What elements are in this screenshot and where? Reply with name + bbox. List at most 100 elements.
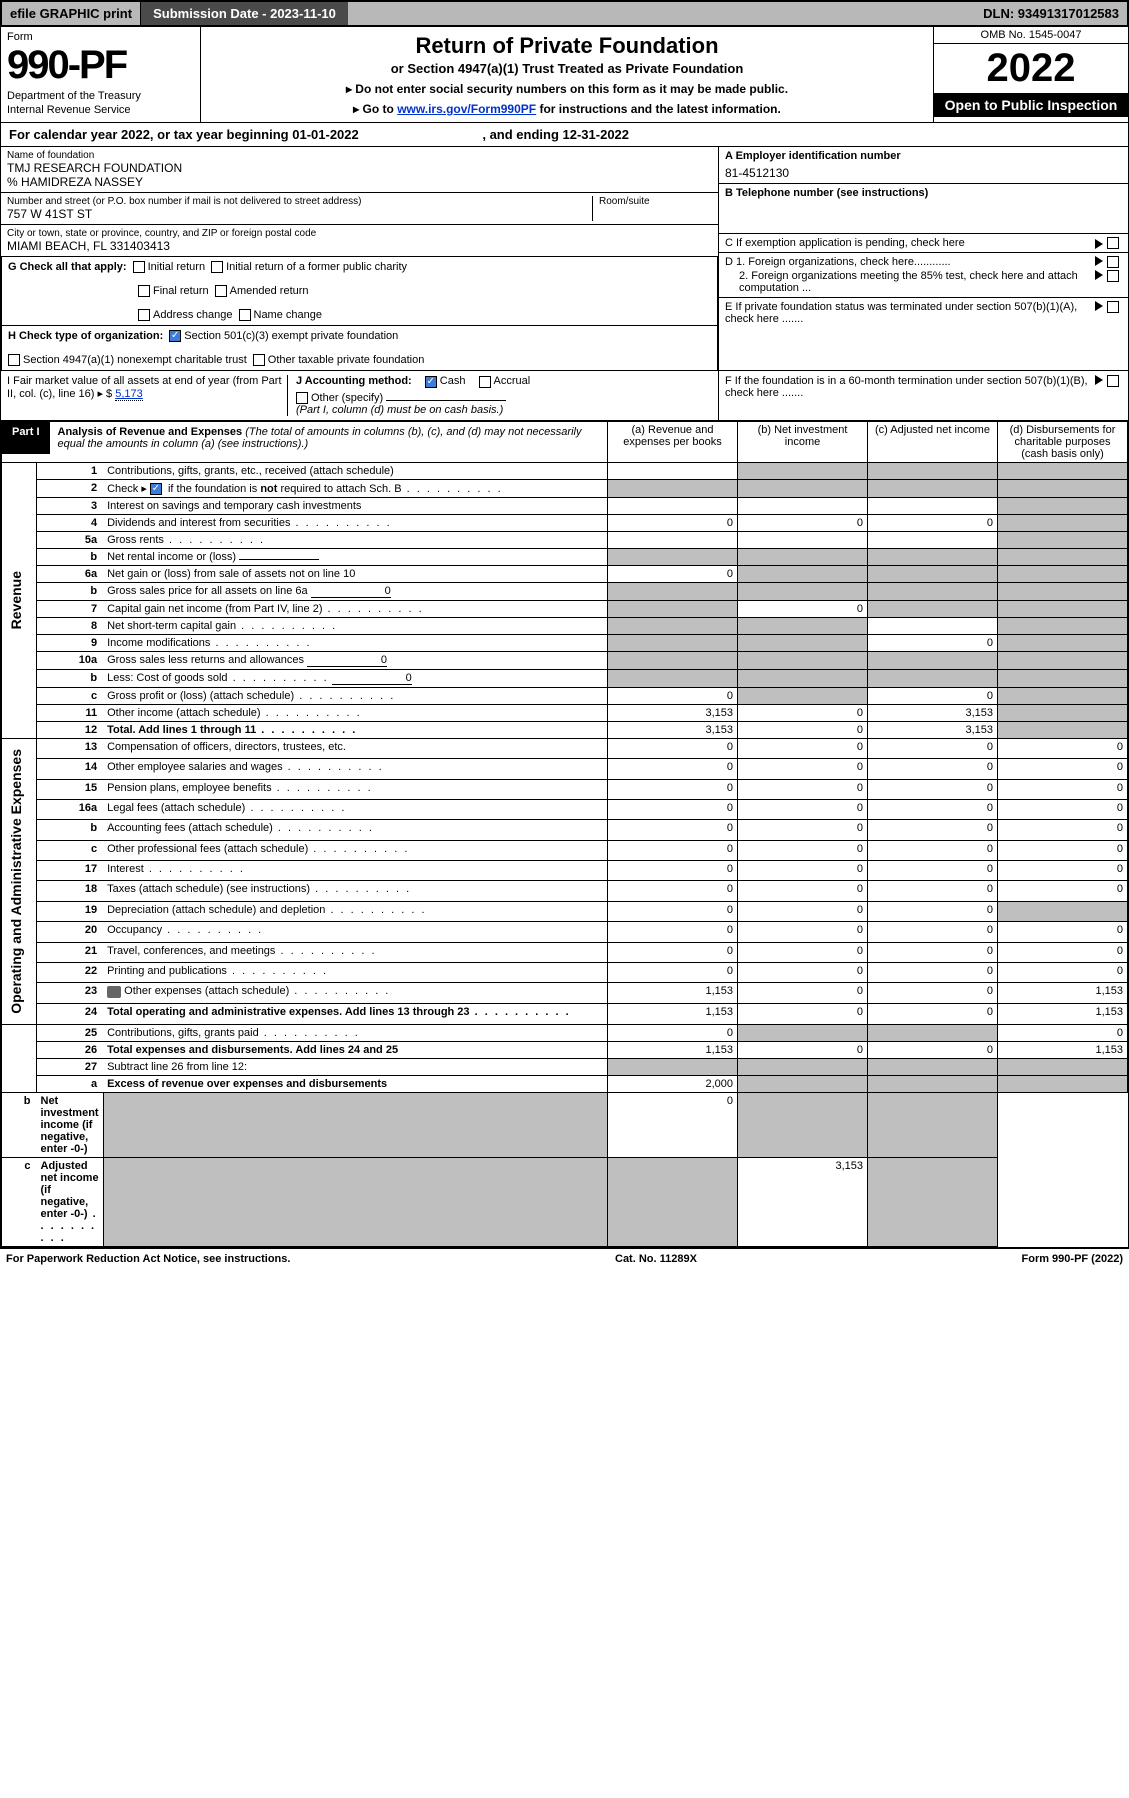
identity-block: Name of foundation TMJ RESEARCH FOUNDATI… xyxy=(0,147,1129,371)
city-label: City or town, state or province, country… xyxy=(7,228,712,239)
table-row: 24Total operating and administrative exp… xyxy=(2,1003,1128,1024)
checkbox-501c3[interactable] xyxy=(169,330,181,342)
table-row: 2Check ▸ if the foundation is not requir… xyxy=(2,479,1128,497)
city-state-zip: MIAMI BEACH, FL 331403413 xyxy=(7,239,712,253)
instructions-link[interactable]: www.irs.gov/Form990PF xyxy=(397,102,536,116)
col-c-header: (c) Adjusted net income xyxy=(868,421,998,462)
table-row: bNet rental income or (loss) xyxy=(2,548,1128,565)
checkbox-address-change[interactable] xyxy=(138,309,150,321)
name-label: Name of foundation xyxy=(7,150,712,161)
table-row: 25Contributions, gifts, grants paid00 xyxy=(2,1024,1128,1041)
checkbox-final-return[interactable] xyxy=(138,285,150,297)
checkbox-initial-return[interactable] xyxy=(133,261,145,273)
part-1-table: Part I Analysis of Revenue and Expenses … xyxy=(0,421,1129,1248)
table-row: 14Other employee salaries and wages0000 xyxy=(2,759,1128,779)
revenue-section-label: Revenue xyxy=(6,563,26,637)
table-row: 27Subtract line 26 from line 12: xyxy=(2,1058,1128,1075)
calendar-year-row: For calendar year 2022, or tax year begi… xyxy=(0,123,1129,147)
open-to-public: Open to Public Inspection xyxy=(934,93,1128,117)
footer-mid: Cat. No. 11289X xyxy=(615,1253,697,1265)
checkbox-e[interactable] xyxy=(1107,301,1119,313)
table-row: 8Net short-term capital gain xyxy=(2,617,1128,634)
page-footer: For Paperwork Reduction Act Notice, see … xyxy=(0,1248,1129,1269)
table-row: bGross sales price for all assets on lin… xyxy=(2,582,1128,600)
table-row: 17Interest0000 xyxy=(2,861,1128,881)
table-row: 15Pension plans, employee benefits0000 xyxy=(2,779,1128,799)
form-word: Form xyxy=(7,31,194,43)
ein-value: 81-4512130 xyxy=(725,166,1122,180)
ein-label: A Employer identification number xyxy=(725,150,901,162)
checkbox-f[interactable] xyxy=(1107,375,1119,387)
table-row: bNet investment income (if negative, ent… xyxy=(2,1092,1128,1157)
section-d2: 2. Foreign organizations meeting the 85%… xyxy=(725,270,1095,294)
checkbox-name-change[interactable] xyxy=(239,309,251,321)
table-row: 20Occupancy0000 xyxy=(2,922,1128,942)
form-title: Return of Private Foundation xyxy=(211,33,923,59)
schedule-icon[interactable] xyxy=(107,986,121,998)
tel-label: B Telephone number (see instructions) xyxy=(725,187,928,199)
part-1-title: Analysis of Revenue and Expenses xyxy=(58,426,243,438)
fmv-value[interactable]: 5,173 xyxy=(115,388,143,401)
table-row: 26Total expenses and disbursements. Add … xyxy=(2,1041,1128,1058)
section-e: E If private foundation status was termi… xyxy=(725,301,1095,325)
table-row: 5aGross rents xyxy=(2,531,1128,548)
table-row: 7Capital gain net income (from Part IV, … xyxy=(2,600,1128,617)
submission-date: Submission Date - 2023-11-10 xyxy=(141,2,348,25)
irs-label: Internal Revenue Service xyxy=(7,104,194,116)
table-row: 22Printing and publications0000 xyxy=(2,963,1128,983)
table-row: 6aNet gain or (loss) from sale of assets… xyxy=(2,565,1128,582)
tax-year: 2022 xyxy=(934,44,1128,93)
checkbox-sch-b[interactable] xyxy=(150,483,162,495)
table-row: 21Travel, conferences, and meetings0000 xyxy=(2,942,1128,962)
dept-label: Department of the Treasury xyxy=(7,90,194,102)
table-row: cOther professional fees (attach schedul… xyxy=(2,840,1128,860)
section-c: C If exemption application is pending, c… xyxy=(725,237,1095,249)
table-row: cAdjusted net income (if negative, enter… xyxy=(2,1157,1128,1246)
table-row: 4Dividends and interest from securities0… xyxy=(2,514,1128,531)
table-row: 3Interest on savings and temporary cash … xyxy=(2,497,1128,514)
checkbox-accrual[interactable] xyxy=(479,376,491,388)
checkbox-4947[interactable] xyxy=(8,354,20,366)
checkbox-other-method[interactable] xyxy=(296,392,308,404)
checkbox-d2[interactable] xyxy=(1107,270,1119,282)
table-row: 12Total. Add lines 1 through 113,15303,1… xyxy=(2,721,1128,738)
care-of: % HAMIDREZA NASSEY xyxy=(7,175,712,189)
table-row: bAccounting fees (attach schedule)0000 xyxy=(2,820,1128,840)
table-row: 23 Other expenses (attach schedule)1,153… xyxy=(2,983,1128,1004)
form-subtitle: or Section 4947(a)(1) Trust Treated as P… xyxy=(211,61,923,76)
street-address: 757 W 41ST ST xyxy=(7,207,592,221)
checkbox-cash[interactable] xyxy=(425,376,437,388)
checkbox-other-taxable[interactable] xyxy=(253,354,265,366)
checkbox-amended[interactable] xyxy=(215,285,227,297)
table-row: 10aGross sales less returns and allowanc… xyxy=(2,651,1128,669)
table-row: 11Other income (attach schedule)3,15303,… xyxy=(2,704,1128,721)
omb-number: OMB No. 1545-0047 xyxy=(934,27,1128,44)
table-row: aExcess of revenue over expenses and dis… xyxy=(2,1075,1128,1092)
section-ij: I Fair market value of all assets at end… xyxy=(0,371,1129,420)
dln-label: DLN: 93491317012583 xyxy=(975,2,1127,25)
table-row: 9Income modifications0 xyxy=(2,634,1128,651)
form-header: Form 990-PF Department of the Treasury I… xyxy=(0,27,1129,123)
table-row: Operating and Administrative Expenses13C… xyxy=(2,738,1128,758)
section-d1: D 1. Foreign organizations, check here..… xyxy=(725,256,1095,268)
top-bar: efile GRAPHIC print Submission Date - 20… xyxy=(0,0,1129,27)
efile-print-label: efile GRAPHIC print xyxy=(2,2,141,25)
col-d-header: (d) Disbursements for charitable purpose… xyxy=(998,421,1128,462)
arrow-icon xyxy=(1095,239,1103,249)
addr-label: Number and street (or P.O. box number if… xyxy=(7,196,592,207)
col-b-header: (b) Net investment income xyxy=(738,421,868,462)
checkbox-c[interactable] xyxy=(1107,237,1119,249)
room-label: Room/suite xyxy=(599,196,712,207)
checkbox-d1[interactable] xyxy=(1107,256,1119,268)
table-row: Revenue1Contributions, gifts, grants, et… xyxy=(2,462,1128,479)
table-row: 16aLegal fees (attach schedule)0000 xyxy=(2,799,1128,819)
col-a-header: (a) Revenue and expenses per books xyxy=(608,421,738,462)
foundation-name: TMJ RESEARCH FOUNDATION xyxy=(7,161,712,175)
section-h: H Check type of organization: Section 50… xyxy=(1,326,718,370)
form-number: 990-PF xyxy=(7,43,194,88)
footer-left: For Paperwork Reduction Act Notice, see … xyxy=(6,1253,290,1265)
table-row: 19Depreciation (attach schedule) and dep… xyxy=(2,901,1128,921)
table-row: 18Taxes (attach schedule) (see instructi… xyxy=(2,881,1128,901)
checkbox-initial-former[interactable] xyxy=(211,261,223,273)
expenses-section-label: Operating and Administrative Expenses xyxy=(6,741,26,1022)
